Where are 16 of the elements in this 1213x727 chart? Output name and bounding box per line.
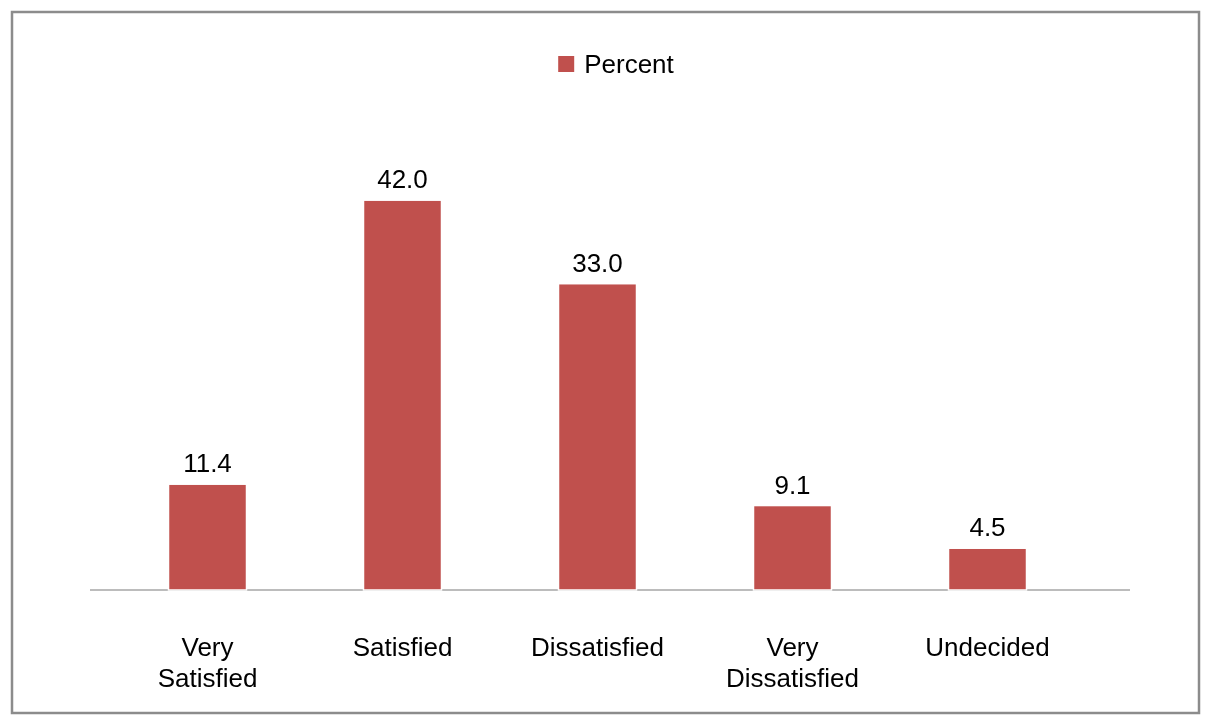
x-tick-label: Satisfied: [352, 632, 453, 662]
x-tick-label: Undecided: [925, 632, 1050, 662]
data-label: 42.0: [377, 164, 428, 195]
data-label: 4.5: [969, 512, 1006, 543]
bar: [167, 483, 248, 591]
data-label: 11.4: [183, 448, 232, 479]
x-tick-label: Very Dissatisfied: [726, 632, 859, 694]
bar: [362, 199, 443, 591]
bar: [752, 504, 833, 591]
data-label: 33.0: [572, 247, 623, 278]
bar: [557, 282, 638, 591]
legend-label: Percent: [584, 49, 675, 79]
data-label: 9.1: [774, 469, 811, 500]
bar: [947, 547, 1028, 591]
x-tick-label: Dissatisfied: [531, 632, 664, 662]
x-tick-label: Very Satisfied: [157, 632, 258, 694]
